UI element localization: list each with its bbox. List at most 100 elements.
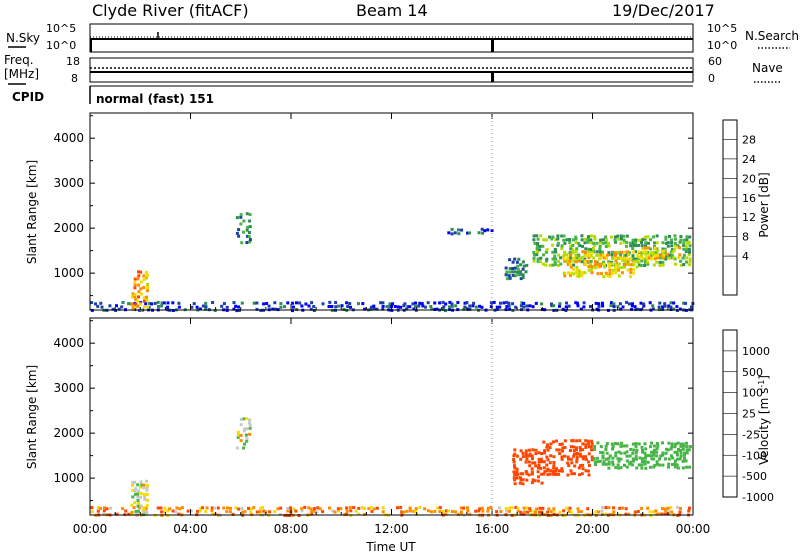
range-cell [557,472,561,476]
range-cell [611,460,615,464]
colorbar-tick-label: -25 [742,428,760,441]
range-cell [539,234,543,238]
range-cell [598,264,602,268]
range-cell [687,247,691,251]
range-cell [549,442,553,446]
range-cell [248,225,252,229]
range-cell [569,445,573,449]
range-cell [204,510,208,513]
range-cell [620,234,623,238]
range-cell [559,262,563,266]
range-cell [634,457,638,461]
range-cell [550,302,553,306]
range-cell [520,301,524,305]
range-cell [140,292,143,296]
range-cell [249,510,253,514]
range-cell [486,506,490,510]
range-cell [414,304,418,308]
power-frame [89,112,694,311]
range-cell [495,307,499,311]
range-cell [666,509,670,513]
range-cell [577,274,581,278]
range-cell [163,510,167,514]
colorbar-tick-label: -1000 [742,491,774,504]
range-cell [522,302,526,305]
range-cell [658,463,662,467]
range-cell [604,444,608,448]
range-cell [226,506,229,510]
range-cell [579,307,583,311]
range-cell [442,305,446,309]
range-cell [375,506,379,510]
range-cell [646,246,650,250]
range-cell [590,458,594,462]
nsky-gap [491,39,494,52]
range-cell [408,509,412,513]
range-cell [418,301,422,305]
range-cell [448,300,452,304]
range-cell [575,448,578,452]
range-cell [508,509,511,513]
range-cell [675,463,679,467]
range-cell [186,509,190,513]
range-cell [559,256,563,260]
range-cell [575,271,578,275]
range-cell [375,307,379,311]
range-cell [133,304,137,308]
range-cell [136,495,140,499]
range-cell [363,307,367,311]
range-cell [453,231,457,235]
range-cell [441,307,445,311]
range-cell [565,260,569,263]
range-cell [625,450,629,454]
range-cell [607,506,611,510]
range-cell [538,514,542,518]
range-cell [673,450,677,454]
range-cell [524,449,528,453]
colorbar-tick-label: 12 [742,211,756,224]
range-cell [552,304,556,308]
range-cell [569,253,573,257]
range-cell [139,485,143,489]
range-cell [608,275,612,278]
range-cell [307,304,311,308]
velocity-colorbar-label: Velocity [m s-1] [757,375,771,465]
range-cell [618,256,622,260]
velocity-frame [89,317,694,516]
range-cell [534,448,538,452]
range-cell [664,237,668,241]
range-cell [647,256,651,260]
range-cell [685,260,688,264]
range-cell [213,512,217,516]
range-cell [575,268,579,272]
range-cell [581,455,585,459]
range-cell [670,445,674,449]
range-cell [146,305,150,309]
range-cell [248,213,252,216]
range-cell [480,305,484,309]
range-cell [630,304,634,308]
range-cell [571,251,575,255]
range-cell [622,234,626,238]
range-cell [605,442,609,446]
range-cell [481,231,485,235]
nsky-label: N.Sky [6,31,40,45]
range-cell [536,260,540,263]
range-cell [644,252,648,256]
range-cell [653,241,657,245]
range-cell [222,506,226,510]
range-cell [531,457,534,461]
range-cell [513,452,517,456]
range-cell [531,478,535,482]
range-cell [587,464,591,467]
range-cell [237,234,241,238]
range-cell [381,510,385,514]
range-cell [535,247,539,251]
range-cell [139,495,143,499]
range-cell [567,464,571,468]
range-cell [562,509,566,513]
range-cell [597,302,601,306]
range-cell [594,510,598,514]
range-cell [625,300,629,304]
range-cell [495,305,499,309]
